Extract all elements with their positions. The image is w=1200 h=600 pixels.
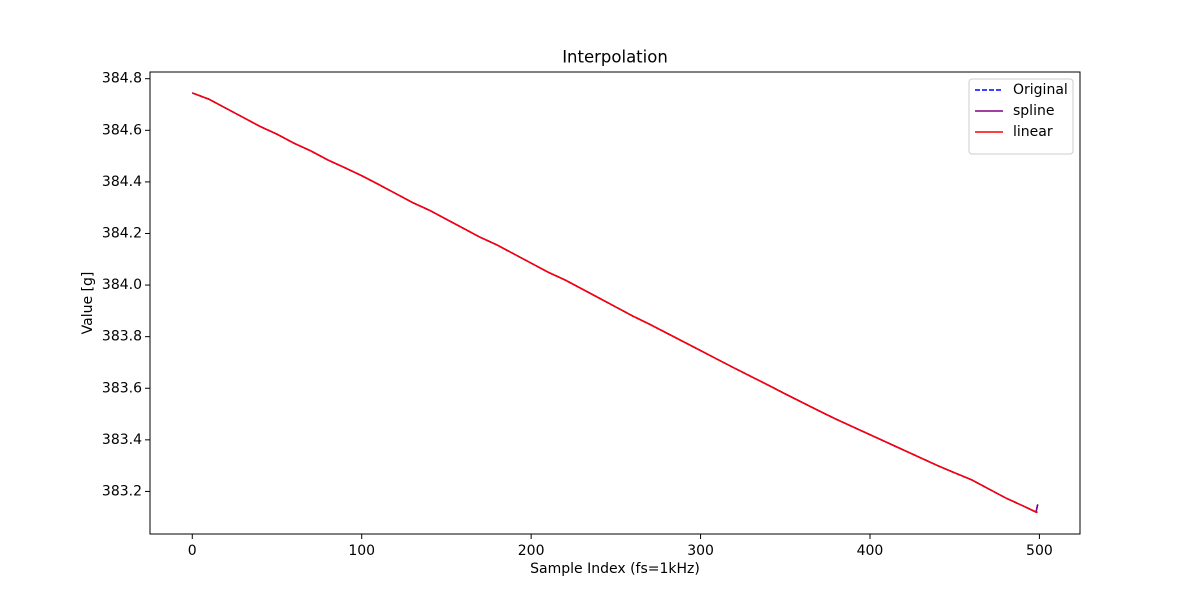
series-line [192, 92, 1038, 513]
y-tick-label: 384.6 [102, 122, 142, 138]
legend-label: linear [1013, 124, 1053, 140]
y-tick-label: 383.8 [102, 329, 142, 345]
legend-box [968, 78, 1074, 155]
y-tick-label: 383.4 [102, 432, 142, 448]
y-axis-label: Value [g] [80, 272, 96, 335]
plot-frame [149, 71, 1081, 535]
legend-label: Original [1013, 82, 1068, 98]
y-tick-label: 384.8 [102, 71, 142, 87]
x-tick-label: 400 [857, 543, 884, 559]
x-tick-label: 100 [348, 543, 375, 559]
legend-label: spline [1013, 103, 1054, 119]
legend: Original spline linear [968, 78, 1074, 155]
x-axis-label: Sample Index (fs=1kHz) [530, 561, 700, 577]
x-tick-label: 500 [1026, 543, 1053, 559]
y-tick-label: 383.2 [102, 483, 142, 499]
chart-title: Interpolation [562, 48, 668, 67]
y-tick-label: 383.6 [102, 380, 142, 396]
x-tick-label: 300 [687, 543, 714, 559]
x-tick-label: 0 [188, 543, 197, 559]
y-tick-label: 384.0 [102, 277, 142, 293]
y-tick-label: 384.4 [102, 174, 142, 190]
x-tick-label: 200 [518, 543, 545, 559]
y-tick-label: 384.2 [102, 225, 142, 241]
